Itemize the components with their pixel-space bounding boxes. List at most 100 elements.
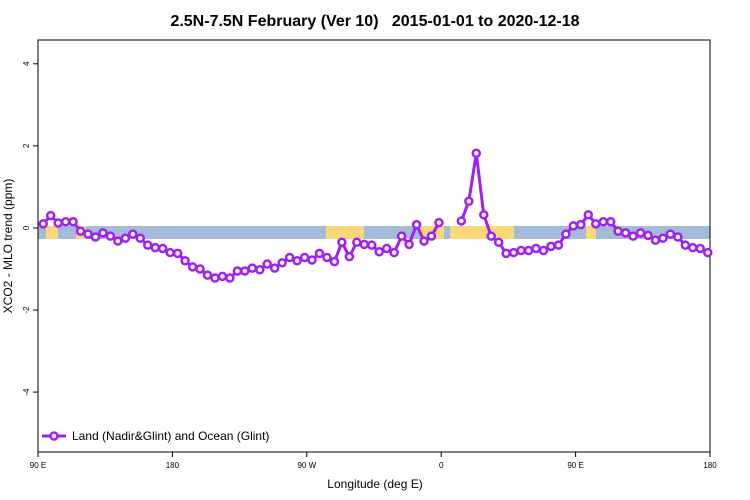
- y-axis-label: XCO2 - MLO trend (ppm): [1, 179, 15, 314]
- series-marker: [367, 240, 377, 250]
- land-band: [586, 226, 596, 239]
- series-marker: [389, 247, 399, 258]
- series-marker: [620, 228, 631, 238]
- series-marker: [83, 229, 93, 239]
- series-marker: [90, 232, 101, 242]
- series-marker: [568, 221, 579, 231]
- series-marker: [546, 241, 556, 252]
- series-marker: [75, 226, 86, 236]
- series-marker: [195, 264, 205, 274]
- series-marker: [396, 231, 407, 241]
- x-tick-label: 180: [703, 461, 717, 470]
- series-marker: [538, 245, 549, 256]
- series-marker: [516, 245, 526, 256]
- series-marker: [404, 239, 414, 250]
- series-marker: [680, 240, 691, 250]
- series-marker: [471, 148, 482, 159]
- series-marker: [501, 248, 511, 259]
- series-marker: [165, 247, 175, 258]
- series-marker: [576, 219, 586, 230]
- series-marker: [210, 273, 220, 283]
- series-marker: [553, 240, 564, 250]
- series-marker: [172, 248, 183, 259]
- series-marker: [359, 239, 370, 250]
- series-marker: [113, 236, 123, 246]
- series-marker: [456, 216, 467, 226]
- chart-title: 2.5N-7.5N February (Ver 10) 2015-01-01 t…: [170, 13, 579, 30]
- x-tick-label: 180: [166, 461, 180, 470]
- series-marker: [508, 247, 519, 258]
- series-marker: [523, 245, 534, 256]
- series-marker: [591, 219, 601, 229]
- land-band: [326, 226, 364, 239]
- series-marker: [307, 255, 317, 265]
- series-marker: [583, 210, 594, 220]
- series-marker: [688, 242, 698, 253]
- series-marker: [329, 256, 340, 267]
- series-marker: [225, 273, 235, 283]
- series-marker: [381, 243, 392, 254]
- series-marker: [650, 235, 661, 246]
- series-marker: [479, 210, 489, 220]
- series-marker: [434, 217, 444, 228]
- legend-marker: [49, 431, 59, 441]
- series-line: [42, 153, 709, 280]
- series-marker: [269, 263, 280, 273]
- series-marker: [38, 219, 48, 229]
- land-band: [46, 226, 58, 239]
- y-tick-label: 2: [22, 143, 31, 148]
- x-tick-label: 90 E: [30, 461, 46, 470]
- legend-label: Land (Nadir&Glint) and Ocean (Glint): [72, 429, 269, 443]
- series-marker: [703, 247, 713, 258]
- series-marker: [493, 237, 504, 248]
- series-marker: [673, 232, 683, 242]
- series-marker: [374, 246, 384, 257]
- series-marker: [240, 266, 250, 276]
- x-tick-label: 90 W: [297, 461, 316, 470]
- series-marker: [143, 240, 153, 250]
- series-marker: [255, 265, 265, 275]
- series-marker: [613, 226, 623, 236]
- series-marker: [105, 231, 116, 241]
- series-marker: [45, 210, 56, 221]
- series-marker: [419, 236, 429, 246]
- series-marker: [695, 243, 706, 254]
- series-marker: [628, 231, 638, 241]
- y-tick-label: -4: [22, 388, 31, 396]
- series-marker: [464, 196, 474, 207]
- plot-frame: [37, 39, 711, 453]
- series-marker: [157, 243, 168, 254]
- series-marker: [411, 219, 422, 230]
- series-marker: [598, 217, 608, 227]
- series-marker: [292, 256, 302, 266]
- ocean-band: [38, 226, 710, 239]
- series-marker: [299, 252, 310, 263]
- series-marker: [232, 266, 243, 276]
- y-tick-label: -2: [22, 306, 31, 314]
- series-marker: [128, 229, 138, 239]
- series-marker: [60, 217, 71, 227]
- series-marker: [98, 228, 108, 238]
- land-band: [450, 226, 514, 239]
- series-marker: [217, 271, 228, 282]
- x-axis-label: Longitude (deg E): [327, 477, 422, 491]
- x-tick-label: 0: [439, 461, 444, 470]
- series-marker: [284, 252, 295, 263]
- series-marker: [486, 231, 496, 241]
- x-tick-label: 90 E: [567, 461, 583, 470]
- series-marker: [643, 230, 653, 241]
- series-marker: [277, 258, 287, 268]
- series-marker: [53, 218, 63, 228]
- y-tick-label: 0: [22, 225, 31, 230]
- series-marker: [665, 229, 676, 239]
- y-tick-label: 4: [22, 61, 31, 66]
- series-marker: [262, 259, 272, 269]
- series-marker: [337, 237, 347, 248]
- series-marker: [187, 262, 198, 272]
- series-marker: [322, 252, 332, 263]
- series-marker: [135, 233, 146, 243]
- series-marker: [120, 233, 131, 243]
- series-marker: [344, 251, 355, 262]
- series-marker: [150, 242, 160, 253]
